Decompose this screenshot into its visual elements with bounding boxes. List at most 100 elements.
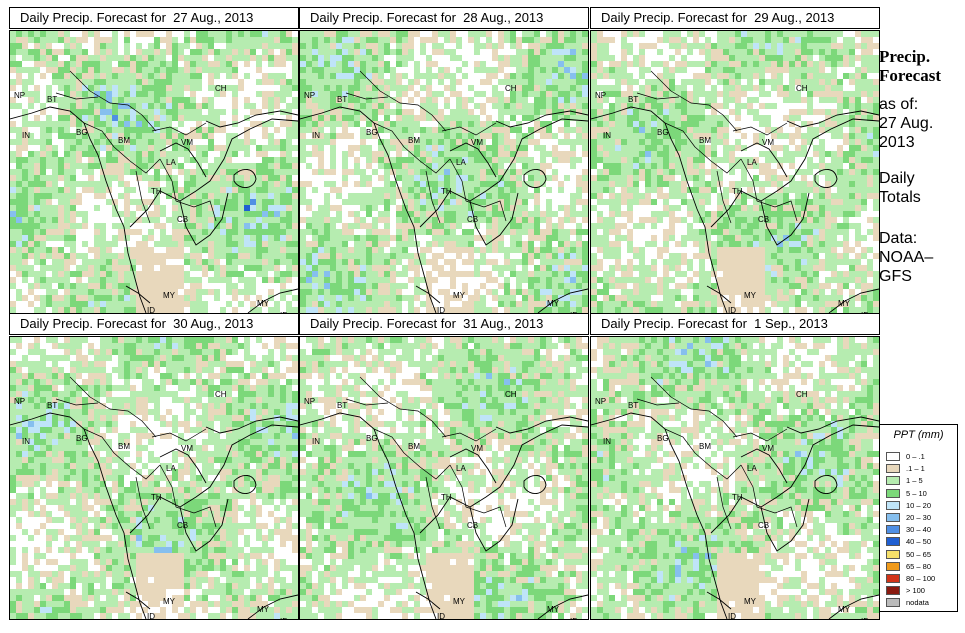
legend-label: 5 – 10 [906,488,927,498]
legend-label: 0 – .1 [906,452,925,461]
legend-swatch [886,488,900,498]
legend-label: 10 – 20 [906,500,932,510]
country-label: BM [408,442,420,451]
country-label: CB [177,521,189,530]
forecast-panel: Daily Precip. Forecast for 30 Aug., 2013… [9,313,299,620]
country-label: IN [312,131,320,140]
country-label: CH [215,84,227,93]
country-label: LA [166,158,176,167]
country-label: CH [215,390,227,399]
country-label: ID [728,306,736,314]
country-label: NP [14,91,26,100]
country-label: MY [257,299,269,308]
country-label: VM [762,138,774,147]
country-label: BM [118,136,130,145]
coastline [591,106,879,313]
coastline [300,106,588,313]
country-label: ID [147,306,155,314]
country-label: ID [437,612,445,620]
legend-label: nodata [906,598,929,608]
country-label: BT [47,95,58,104]
country-label: LA [747,464,757,473]
country-label: VM [471,138,483,147]
heading-line-1: Precip. [879,47,931,66]
country-label: BM [699,136,711,145]
data-source-1: NOAA– [879,249,934,266]
country-label: ID [570,617,578,619]
country-label: IN [312,437,320,446]
country-label: ID [280,311,288,313]
country-label: MY [453,597,465,606]
country-label: ID [728,612,736,620]
country-label: VM [181,444,193,453]
precip-map: CH NP BT IN BG BM VM LA TH CB MY ID MY ID [9,30,299,314]
legend-swatch [886,598,900,608]
country-borders [636,70,798,224]
country-label: TH [732,493,743,502]
legend-swatch [886,549,900,559]
legend-swatch [886,574,900,583]
country-borders [345,70,507,224]
country-label: BG [366,434,378,443]
country-borders [636,376,798,530]
forecast-panel: Daily Precip. Forecast for 31 Aug., 2013… [299,313,589,620]
precip-map: CH NP BT IN BG BM VM LA TH CB MY ID MY ID [590,336,880,620]
totals-block: Daily Totals [879,169,921,207]
precip-map: CH NP BT IN BG BM VM LA TH CB MY ID MY ID [590,30,880,314]
legend-label: 65 – 80 [906,561,932,571]
country-label: CB [467,521,479,530]
country-label: BG [657,128,669,137]
legend-swatch [886,476,900,486]
country-label: IN [22,131,30,140]
legend-swatch [886,464,900,474]
country-label: MY [257,605,269,614]
legend-swatch [886,452,900,461]
data-label: Data: [879,230,918,247]
country-label: BT [628,401,639,410]
legend-swatch [886,586,900,596]
precip-map: CH NP BT IN BG BM VM LA TH CB MY ID MY ID [299,30,589,314]
country-label: ID [147,612,155,620]
country-borders [55,376,217,530]
country-label: BT [47,401,58,410]
country-label: CB [467,215,479,224]
legend-swatch [886,500,900,510]
country-label: MY [453,291,465,300]
country-label: BG [657,434,669,443]
precip-grid [10,31,298,313]
precip-grid [300,337,588,619]
country-label: VM [181,138,193,147]
country-label: BM [118,442,130,451]
heading-line-2: Forecast [879,66,941,85]
precip-grid [300,31,588,313]
country-label: BM [408,136,420,145]
country-label: TH [441,493,452,502]
country-label: LA [166,464,176,473]
country-label: ID [861,617,869,619]
side-heading: Precip. Forecast [879,47,941,85]
legend-label: 1 – 5 [906,476,923,486]
as-of-year: 2013 [879,134,915,151]
country-label: LA [456,158,466,167]
legend-label: 20 – 30 [906,513,932,522]
as-of-date: 27 Aug. [879,115,934,132]
country-label: BT [628,95,639,104]
country-label: ID [861,311,869,313]
legend-label: .1 – 1 [906,464,925,474]
country-label: NP [304,91,316,100]
country-label: MY [744,597,756,606]
data-source-2: GFS [879,268,912,285]
country-label: IN [603,437,611,446]
panel-title: Daily Precip. Forecast for 30 Aug., 2013 [9,313,299,335]
legend-title: PPT (mm) [893,429,944,441]
country-label: CH [505,390,517,399]
country-label: CH [796,84,808,93]
legend-swatch [886,513,900,522]
country-label: MY [163,291,175,300]
panel-title: Daily Precip. Forecast for 29 Aug., 2013 [590,7,880,29]
country-label: ID [437,306,445,314]
country-label: ID [570,311,578,313]
forecast-panel: Daily Precip. Forecast for 28 Aug., 2013… [299,7,589,314]
daily-label: Daily [879,170,915,187]
legend-label: 30 – 40 [906,525,932,535]
